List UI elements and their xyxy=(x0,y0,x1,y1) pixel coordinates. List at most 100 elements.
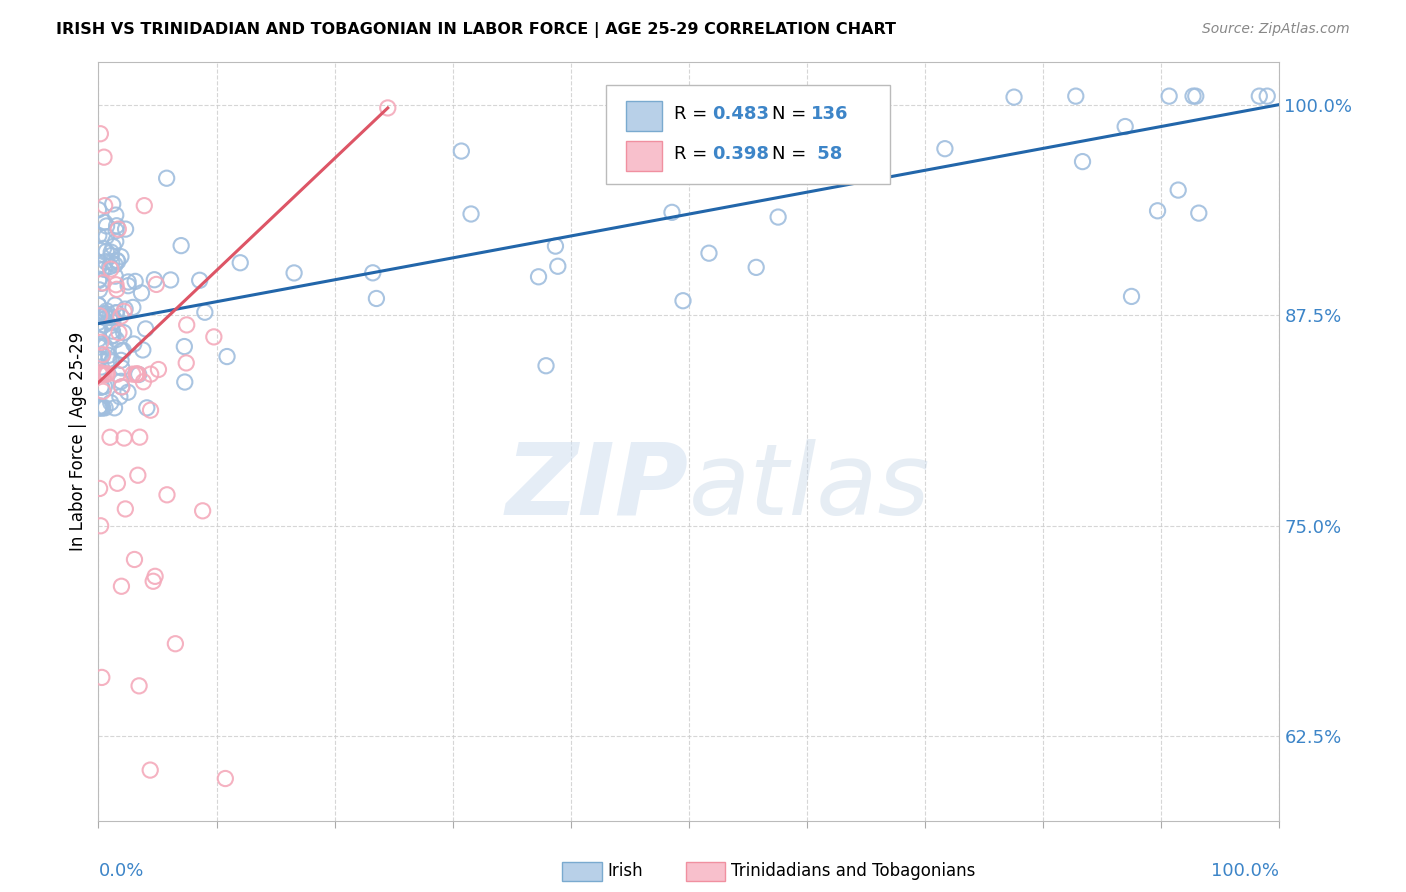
Point xyxy=(97,352,120,367)
Point xyxy=(124,552,146,566)
Point xyxy=(1256,89,1278,103)
Point xyxy=(93,262,115,277)
Text: N =: N = xyxy=(772,105,811,123)
Point xyxy=(527,269,550,284)
Point xyxy=(214,772,236,786)
Point xyxy=(90,359,112,374)
Point xyxy=(105,253,128,268)
Point xyxy=(934,142,956,156)
Point xyxy=(91,310,114,324)
Point xyxy=(766,210,789,224)
Point xyxy=(91,384,114,399)
Point xyxy=(104,258,127,272)
Point xyxy=(112,326,135,340)
Point xyxy=(104,269,127,284)
Point xyxy=(110,250,132,264)
Point xyxy=(1121,289,1143,303)
Point xyxy=(90,380,112,394)
Point xyxy=(91,401,114,415)
Point xyxy=(90,670,112,684)
Point xyxy=(188,273,211,287)
Point xyxy=(174,356,197,370)
Point xyxy=(159,273,181,287)
Point xyxy=(90,367,112,381)
Point xyxy=(110,579,132,593)
Point xyxy=(96,229,118,244)
Point xyxy=(283,266,305,280)
Point xyxy=(89,309,111,323)
Point xyxy=(194,305,217,319)
Point xyxy=(112,343,135,358)
Point xyxy=(87,298,110,312)
Point xyxy=(101,197,124,211)
Point xyxy=(87,228,110,243)
Point xyxy=(112,304,135,318)
Text: R =: R = xyxy=(673,145,713,163)
Point xyxy=(127,468,149,483)
Point xyxy=(128,368,150,382)
Point xyxy=(134,199,156,213)
Point xyxy=(104,298,127,312)
Point xyxy=(98,260,121,274)
Point xyxy=(128,679,150,693)
Point xyxy=(105,476,128,491)
Point xyxy=(105,333,128,347)
Point xyxy=(125,367,148,381)
Text: IRISH VS TRINIDADIAN AND TOBAGONIAN IN LABOR FORCE | AGE 25-29 CORRELATION CHART: IRISH VS TRINIDADIAN AND TOBAGONIAN IN L… xyxy=(56,22,896,38)
Point xyxy=(91,401,114,415)
Text: 0.483: 0.483 xyxy=(713,105,769,123)
Point xyxy=(87,272,110,286)
FancyBboxPatch shape xyxy=(606,85,890,184)
Point xyxy=(87,202,110,217)
Point xyxy=(100,310,122,325)
Point xyxy=(450,144,472,158)
Point xyxy=(93,307,115,321)
Point xyxy=(90,351,112,366)
Point xyxy=(89,127,111,141)
Point xyxy=(101,256,124,270)
Point xyxy=(101,324,124,338)
Text: ZIP: ZIP xyxy=(506,439,689,535)
Point xyxy=(139,403,162,417)
Point xyxy=(91,348,114,362)
Point xyxy=(90,380,112,394)
Point xyxy=(697,246,720,260)
Point xyxy=(93,241,115,255)
Point xyxy=(91,276,114,290)
Point xyxy=(93,367,115,381)
Point xyxy=(101,310,124,325)
Point xyxy=(96,304,118,318)
Point xyxy=(91,348,114,362)
Point xyxy=(94,367,117,381)
Point xyxy=(865,148,887,162)
Point xyxy=(104,235,127,249)
Point xyxy=(117,278,139,293)
Point xyxy=(101,239,124,253)
Point xyxy=(110,353,132,368)
Point xyxy=(361,266,384,280)
Point xyxy=(96,244,118,259)
Point xyxy=(131,285,153,300)
Point xyxy=(377,101,399,115)
Point xyxy=(98,310,121,325)
Point xyxy=(121,367,143,381)
Point xyxy=(110,375,132,389)
Point xyxy=(127,367,149,381)
Point xyxy=(544,239,567,253)
Point xyxy=(460,207,482,221)
Point xyxy=(87,322,110,336)
Point xyxy=(103,401,125,415)
Text: 100.0%: 100.0% xyxy=(1212,863,1279,880)
Point xyxy=(93,318,115,332)
Point xyxy=(128,430,150,444)
Point xyxy=(1064,89,1087,103)
Point xyxy=(100,245,122,260)
Point xyxy=(112,431,135,445)
Text: Source: ZipAtlas.com: Source: ZipAtlas.com xyxy=(1202,22,1350,37)
Point xyxy=(215,350,238,364)
Point xyxy=(117,385,139,400)
Point xyxy=(1159,89,1181,103)
Point xyxy=(637,121,659,136)
Point xyxy=(89,340,111,354)
Point xyxy=(94,307,117,321)
